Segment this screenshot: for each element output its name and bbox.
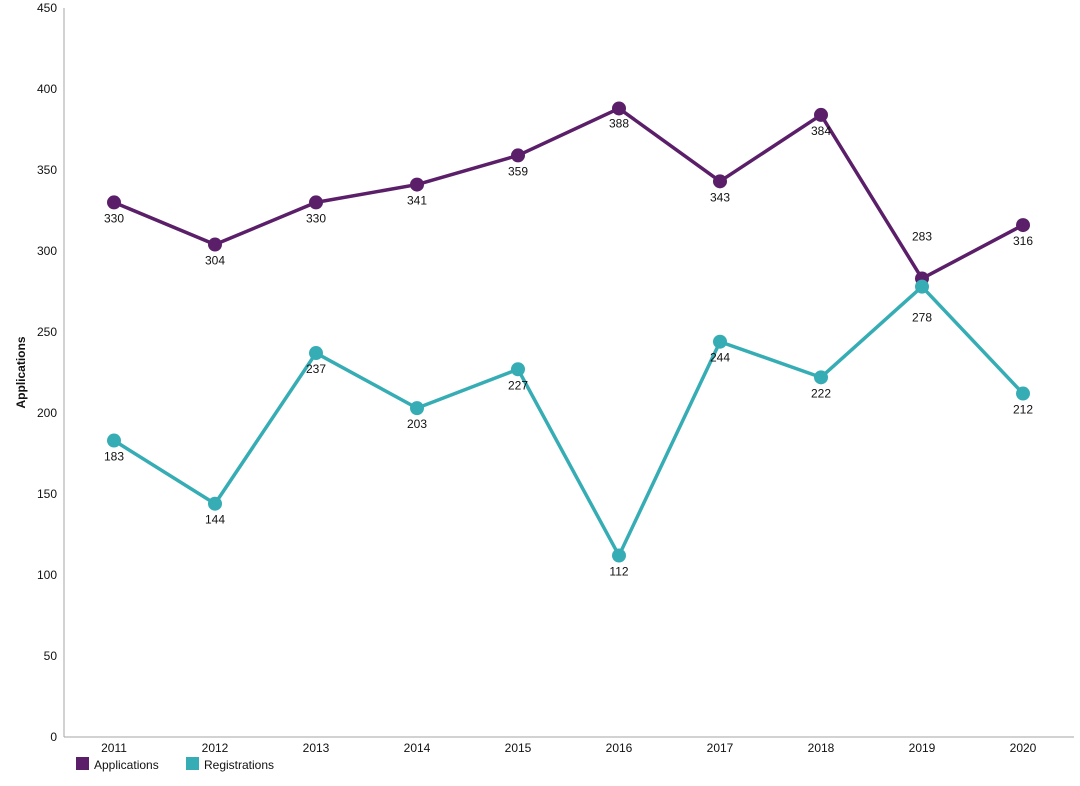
y-tick-label: 150 [37,487,57,501]
data-point [1016,386,1030,401]
y-tick-label: 100 [37,568,57,582]
y-tick-label: 450 [37,1,57,15]
data-point [107,195,121,210]
data-label: 183 [104,450,124,464]
x-tick-label: 2016 [606,741,633,755]
x-tick-label: 2017 [707,741,734,755]
series-lines [107,101,1030,563]
data-point [410,401,424,416]
data-point [814,107,828,122]
data-point [410,177,424,192]
data-point [511,148,525,163]
data-labels: 330 304 330 341 359 388 343 384 283 316 183 144 237 2… [104,116,1033,578]
x-tick-label: 2019 [909,741,936,755]
data-label: 144 [205,513,225,527]
data-point [814,370,828,385]
x-tick-label: 2020 [1010,741,1037,755]
data-point [309,195,323,210]
x-tick-label: 2015 [505,741,532,755]
legend: Applications Registrations [76,757,274,772]
y-tick-label: 250 [37,325,57,339]
data-point [208,496,222,511]
data-point [612,101,626,116]
x-tick-label: 2014 [404,741,431,755]
y-tick-label: 0 [50,730,57,744]
data-point [309,346,323,361]
data-point [1016,218,1030,233]
y-tick-label: 400 [37,82,57,96]
data-label: 359 [508,164,528,178]
data-label: 212 [1013,403,1033,417]
y-tick-label: 200 [37,406,57,420]
data-label: 237 [306,362,326,376]
data-point [713,174,727,189]
data-label: 343 [710,190,730,204]
y-tick-label: 350 [37,163,57,177]
data-label: 384 [811,124,831,138]
data-label: 283 [912,230,932,244]
legend-swatch [186,757,199,770]
x-tick-label: 2018 [808,741,835,755]
axes: 0 50 100 150 200 250 300 350 400 450 2011 2012 2013 2… [14,1,1074,755]
data-label: 203 [407,417,427,431]
data-label: 304 [205,254,225,268]
x-tick-label: 2012 [202,741,229,755]
y-tick-label: 50 [44,649,58,663]
data-point [915,279,929,294]
data-label: 330 [306,211,326,225]
data-label: 244 [710,351,730,365]
data-label: 112 [609,565,628,579]
x-tick-label: 2013 [303,741,330,755]
series-line-registrations [113,284,1025,558]
data-point [713,334,727,349]
data-point [612,548,626,563]
series-line-applications [113,106,1024,281]
legend-item-label: Applications [94,758,159,772]
data-label: 316 [1013,234,1033,248]
x-tick-label: 2011 [101,741,127,755]
data-label: 227 [508,378,528,392]
data-point [107,433,121,448]
data-label: 278 [912,311,932,325]
data-label: 330 [104,211,124,225]
data-label: 388 [609,116,629,130]
data-label: 341 [407,194,427,208]
data-point [208,237,222,252]
legend-item-label: Registrations [204,758,274,772]
y-axis-title: Applications [14,336,28,408]
data-label: 222 [811,386,831,400]
y-tick-label: 300 [37,244,57,258]
data-point [511,362,525,377]
legend-swatch [76,757,89,770]
